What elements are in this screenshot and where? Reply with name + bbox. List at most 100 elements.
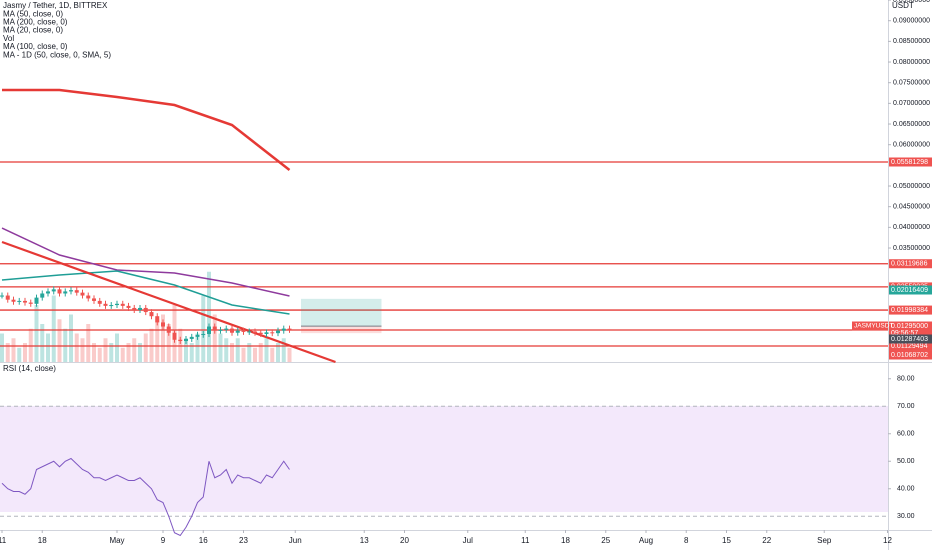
marker-label: 0.01295000: [891, 323, 928, 330]
time-tick-label: 12: [883, 536, 892, 545]
candle-body: [115, 303, 119, 306]
level-label-bg: [889, 259, 932, 269]
volume-bar: [143, 333, 148, 362]
time-tick-label: 15: [722, 536, 731, 545]
candle-body: [23, 300, 27, 303]
time-tick-label: 11: [0, 536, 7, 545]
time-tick-label: Jul: [463, 536, 473, 545]
volume-bar: [103, 338, 108, 362]
legend-item: MA (20, close, 0): [3, 26, 63, 35]
moving-average: [2, 88, 291, 172]
volume-bar: [184, 338, 188, 362]
level-label-bg: [889, 305, 932, 315]
volume-bar: [46, 333, 50, 362]
currency: USDT: [892, 1, 914, 10]
candle-body: [195, 334, 200, 337]
price-tick-label: 0.06000000: [893, 142, 930, 149]
rsi-title: RSI (14, close): [3, 364, 56, 373]
time-tick-label: 18: [561, 536, 570, 545]
volume-bar: [287, 347, 292, 362]
candle-body: [80, 292, 85, 296]
candle-body: [51, 289, 56, 292]
volume-bar: [5, 343, 10, 362]
candle-body: [235, 330, 240, 333]
candle-body: [212, 326, 217, 331]
volume-bar: [34, 305, 39, 362]
candle-body: [184, 338, 188, 342]
candle-body: [155, 316, 160, 323]
candle-body: [92, 298, 96, 301]
volume-bar: [258, 343, 263, 362]
candle-body: [63, 291, 68, 294]
time-tick-label: 8: [684, 536, 689, 545]
volume-bar: [270, 347, 275, 362]
volume-bar: [201, 295, 206, 362]
volume-bar: [276, 343, 280, 362]
volume-bar: [281, 338, 286, 362]
time-tick-label: 11: [521, 536, 530, 545]
volume-bar: [235, 338, 240, 362]
rsi-tick-label: 60.00: [897, 431, 915, 438]
candle-body: [161, 322, 165, 327]
level-label-bg: [889, 157, 932, 167]
moving-average: [1, 227, 290, 297]
volume-bar: [132, 338, 137, 362]
marker-bg: [889, 285, 932, 295]
candle-body: [189, 336, 194, 339]
legend-item: Vol: [3, 34, 14, 43]
time-tick-label: 16: [199, 536, 208, 545]
marker-label: 0.02016409: [891, 287, 928, 294]
position-stop: [301, 326, 382, 334]
price-tick-label: 0.09500000: [893, 0, 930, 4]
candle-body: [241, 330, 246, 332]
volume-bar: [74, 333, 79, 362]
candle-body: [201, 333, 206, 335]
time-tick-label: 23: [239, 536, 248, 545]
marker-label: 0.01287403: [891, 336, 928, 343]
volume-bar: [69, 314, 73, 362]
volume-bar: [224, 338, 229, 362]
time-tick-label: Sep: [817, 536, 832, 545]
volume-bar: [126, 343, 131, 362]
price-tick-label: 0.09000000: [893, 18, 930, 25]
price-tick-label: 0.07000000: [893, 100, 930, 107]
volume-bar: [11, 338, 16, 362]
volume-bar: [138, 343, 142, 362]
trendline: [1, 240, 336, 364]
rsi-tick-label: 70.00: [897, 403, 915, 410]
candle-body: [138, 307, 142, 311]
rsi-tick-label: 80.00: [897, 376, 915, 383]
time-tick-label: May: [109, 536, 124, 545]
volume-bar: [40, 324, 45, 362]
volume-bar: [230, 343, 234, 362]
volume-bar: [86, 324, 91, 362]
candle-body: [281, 328, 286, 331]
price-tick-label: 0.03500000: [893, 245, 930, 252]
rsi-tick-label: 40.00: [897, 486, 915, 493]
rsi-tick-label: 30.00: [897, 513, 915, 520]
candle-body: [287, 328, 292, 330]
time-tick-label: 9: [161, 536, 166, 545]
volume-bar: [17, 347, 22, 362]
candle-body: [172, 332, 177, 340]
candle-body: [69, 290, 73, 292]
candle-body: [258, 332, 263, 334]
candle-body: [230, 328, 234, 333]
volume-bar: [120, 347, 125, 362]
volume-bar: [161, 314, 165, 362]
price-tick-label: 0.04500000: [893, 204, 930, 211]
marker-bg: [889, 350, 932, 360]
candle-body: [264, 332, 269, 334]
candle-body: [178, 339, 183, 342]
price-tick-label: 0.08000000: [893, 59, 930, 66]
symbol-tag: JASMYUSDT: [854, 323, 893, 330]
volume-bar: [115, 333, 119, 362]
legend-item: Jasmy / Tether, 1D, BITTREX: [3, 1, 108, 10]
volume-bar: [218, 333, 223, 362]
candle-body: [276, 330, 280, 334]
position-target: [301, 298, 382, 327]
candle-body: [224, 328, 229, 330]
